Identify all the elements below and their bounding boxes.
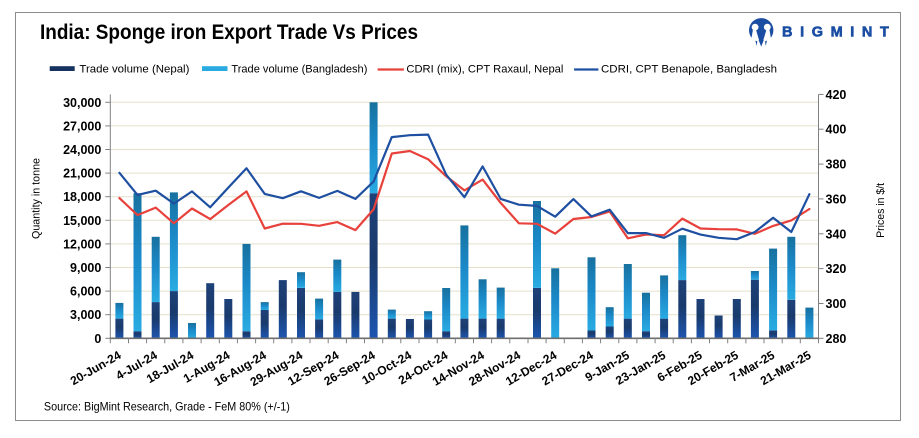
svg-text:CDRI, CPT Benapole, Bangladesh: CDRI, CPT Benapole, Bangladesh bbox=[601, 63, 777, 75]
svg-text:12,000: 12,000 bbox=[63, 237, 101, 251]
svg-text:18,000: 18,000 bbox=[63, 190, 101, 204]
svg-text:Trade volume (Bangladesh): Trade volume (Bangladesh) bbox=[231, 63, 367, 75]
svg-text:BIGMINT: BIGMINT bbox=[782, 25, 896, 41]
svg-text:320: 320 bbox=[826, 262, 847, 276]
svg-text:420: 420 bbox=[826, 88, 847, 102]
svg-text:24,000: 24,000 bbox=[63, 143, 101, 157]
svg-text:0: 0 bbox=[94, 332, 101, 346]
svg-text:Prices in $/t: Prices in $/t bbox=[875, 183, 887, 238]
svg-text:Source: BigMint Research, Grad: Source: BigMint Research, Grade - FeM 80… bbox=[44, 400, 290, 414]
svg-text:380: 380 bbox=[826, 158, 847, 172]
svg-text:30,000: 30,000 bbox=[63, 96, 101, 110]
svg-text:400: 400 bbox=[826, 123, 847, 137]
svg-text:CDRI (mix), CPT Raxaul, Nepal: CDRI (mix), CPT Raxaul, Nepal bbox=[406, 63, 563, 75]
svg-text:280: 280 bbox=[826, 332, 847, 346]
svg-text:360: 360 bbox=[826, 192, 847, 206]
svg-text:27,000: 27,000 bbox=[63, 119, 101, 133]
svg-text:15,000: 15,000 bbox=[63, 214, 101, 228]
svg-text:21,000: 21,000 bbox=[63, 167, 101, 181]
svg-text:3,000: 3,000 bbox=[70, 308, 101, 322]
svg-text:340: 340 bbox=[826, 227, 847, 241]
svg-text:Trade volume (Nepal): Trade volume (Nepal) bbox=[79, 63, 189, 75]
svg-text:Quantity in tonne: Quantity in tonne bbox=[31, 158, 43, 239]
svg-text:9,000: 9,000 bbox=[70, 261, 101, 275]
svg-text:6,000: 6,000 bbox=[70, 285, 101, 299]
svg-text:India: Sponge iron Export Trad: India: Sponge iron Export Trade Vs Price… bbox=[40, 21, 418, 44]
svg-text:300: 300 bbox=[826, 297, 847, 311]
